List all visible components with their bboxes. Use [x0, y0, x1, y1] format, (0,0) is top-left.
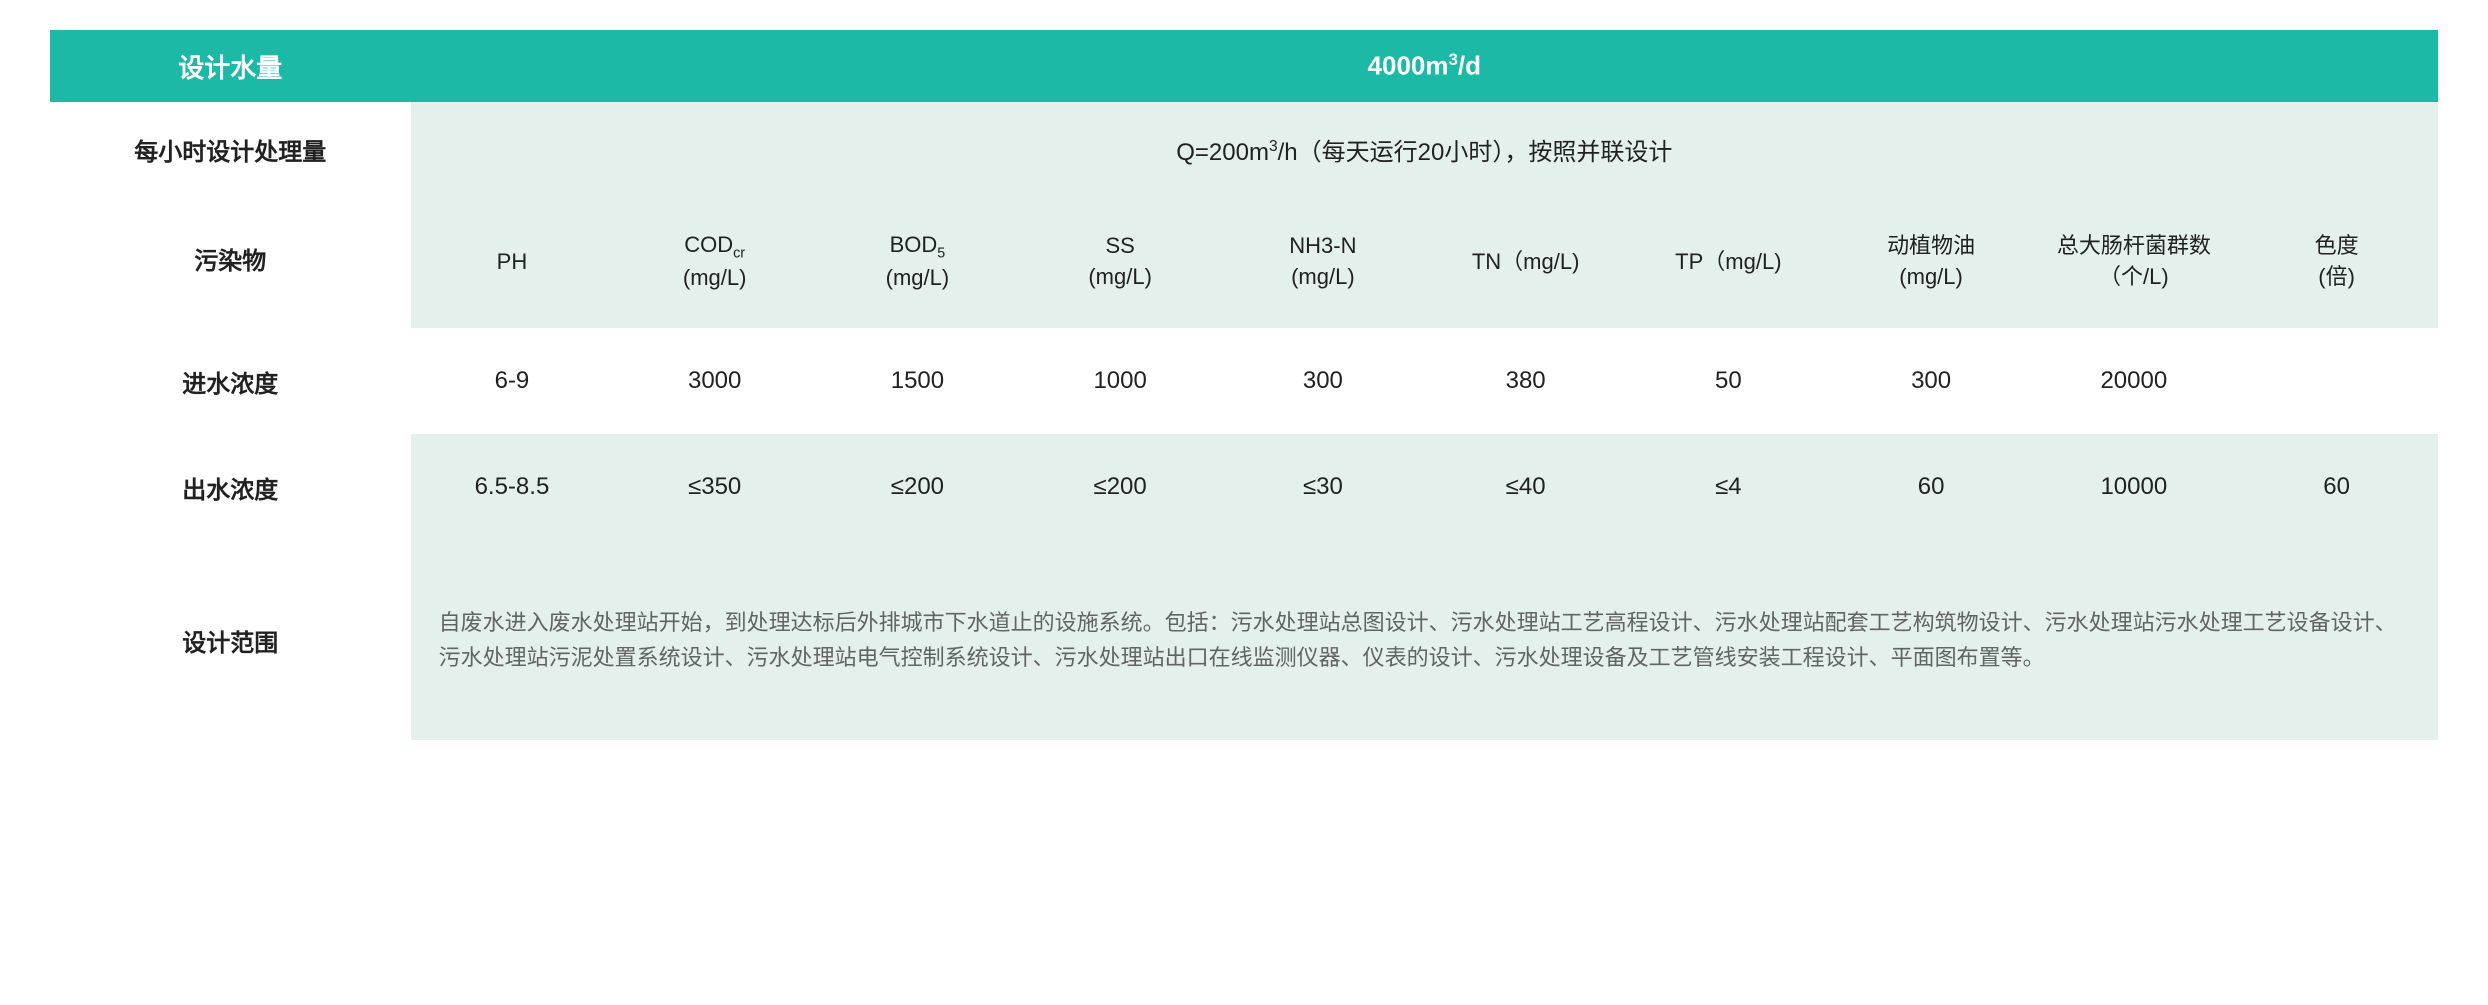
- pollutant-col: 动植物油(mg/L): [1830, 196, 2033, 328]
- row-inflow: 进水浓度 6-9 3000 1500 1000 300 380 50 300 2…: [50, 328, 2438, 434]
- row-design-flow: 设计水量 4000m3/d: [50, 30, 2438, 102]
- scope-label: 设计范围: [50, 540, 411, 740]
- outflow-value: 10000: [2032, 434, 2235, 540]
- outflow-value: ≤200: [816, 434, 1019, 540]
- inflow-value: 1500: [816, 328, 1019, 434]
- hourly-label: 每小时设计处理量: [50, 102, 411, 196]
- row-pollutants: 污染物 PH CODcr(mg/L) BOD5(mg/L) SS(mg/L) N…: [50, 196, 2438, 328]
- inflow-value: 3000: [613, 328, 816, 434]
- inflow-value: 1000: [1019, 328, 1222, 434]
- inflow-value: 6-9: [411, 328, 614, 434]
- inflow-value: [2235, 328, 2438, 434]
- outflow-value: ≤4: [1627, 434, 1830, 540]
- outflow-value: ≤350: [613, 434, 816, 540]
- outflow-value: 60: [2235, 434, 2438, 540]
- pollutant-col: NH3-N(mg/L): [1222, 196, 1425, 328]
- design-flow-label: 设计水量: [50, 30, 411, 102]
- row-scope: 设计范围 自废水进入废水处理站开始，到处理达标后外排城市下水道止的设施系统。包括…: [50, 540, 2438, 740]
- inflow-value: 300: [1222, 328, 1425, 434]
- design-flow-value: 4000m3/d: [411, 30, 2438, 102]
- table: 设计水量 4000m3/d 每小时设计处理量 Q=200m3/h（每天运行20小…: [50, 30, 2438, 740]
- outflow-label: 出水浓度: [50, 434, 411, 540]
- pollutant-col: PH: [411, 196, 614, 328]
- outflow-value: 6.5-8.5: [411, 434, 614, 540]
- pollutant-col: 色度(倍): [2235, 196, 2438, 328]
- pollutant-col: TP（mg/L): [1627, 196, 1830, 328]
- row-hourly: 每小时设计处理量 Q=200m3/h（每天运行20小时），按照并联设计: [50, 102, 2438, 196]
- pollutant-col: CODcr(mg/L): [613, 196, 816, 328]
- pollutant-col: SS(mg/L): [1019, 196, 1222, 328]
- inflow-label: 进水浓度: [50, 328, 411, 434]
- outflow-value: ≤40: [1424, 434, 1627, 540]
- design-parameters-table: 设计水量 4000m3/d 每小时设计处理量 Q=200m3/h（每天运行20小…: [50, 30, 2438, 740]
- row-outflow: 出水浓度 6.5-8.5 ≤350 ≤200 ≤200 ≤30 ≤40 ≤4 6…: [50, 434, 2438, 540]
- pollutants-label: 污染物: [50, 196, 411, 328]
- pollutant-col: BOD5(mg/L): [816, 196, 1019, 328]
- inflow-value: 20000: [2032, 328, 2235, 434]
- pollutant-col: TN（mg/L): [1424, 196, 1627, 328]
- inflow-value: 50: [1627, 328, 1830, 434]
- scope-text: 自废水进入废水处理站开始，到处理达标后外排城市下水道止的设施系统。包括：污水处理…: [411, 540, 2438, 740]
- outflow-value: 60: [1830, 434, 2033, 540]
- outflow-value: ≤30: [1222, 434, 1425, 540]
- inflow-value: 380: [1424, 328, 1627, 434]
- hourly-value: Q=200m3/h（每天运行20小时），按照并联设计: [411, 102, 2438, 196]
- pollutant-col: 总大肠杆菌群数（个/L): [2032, 196, 2235, 328]
- inflow-value: 300: [1830, 328, 2033, 434]
- outflow-value: ≤200: [1019, 434, 1222, 540]
